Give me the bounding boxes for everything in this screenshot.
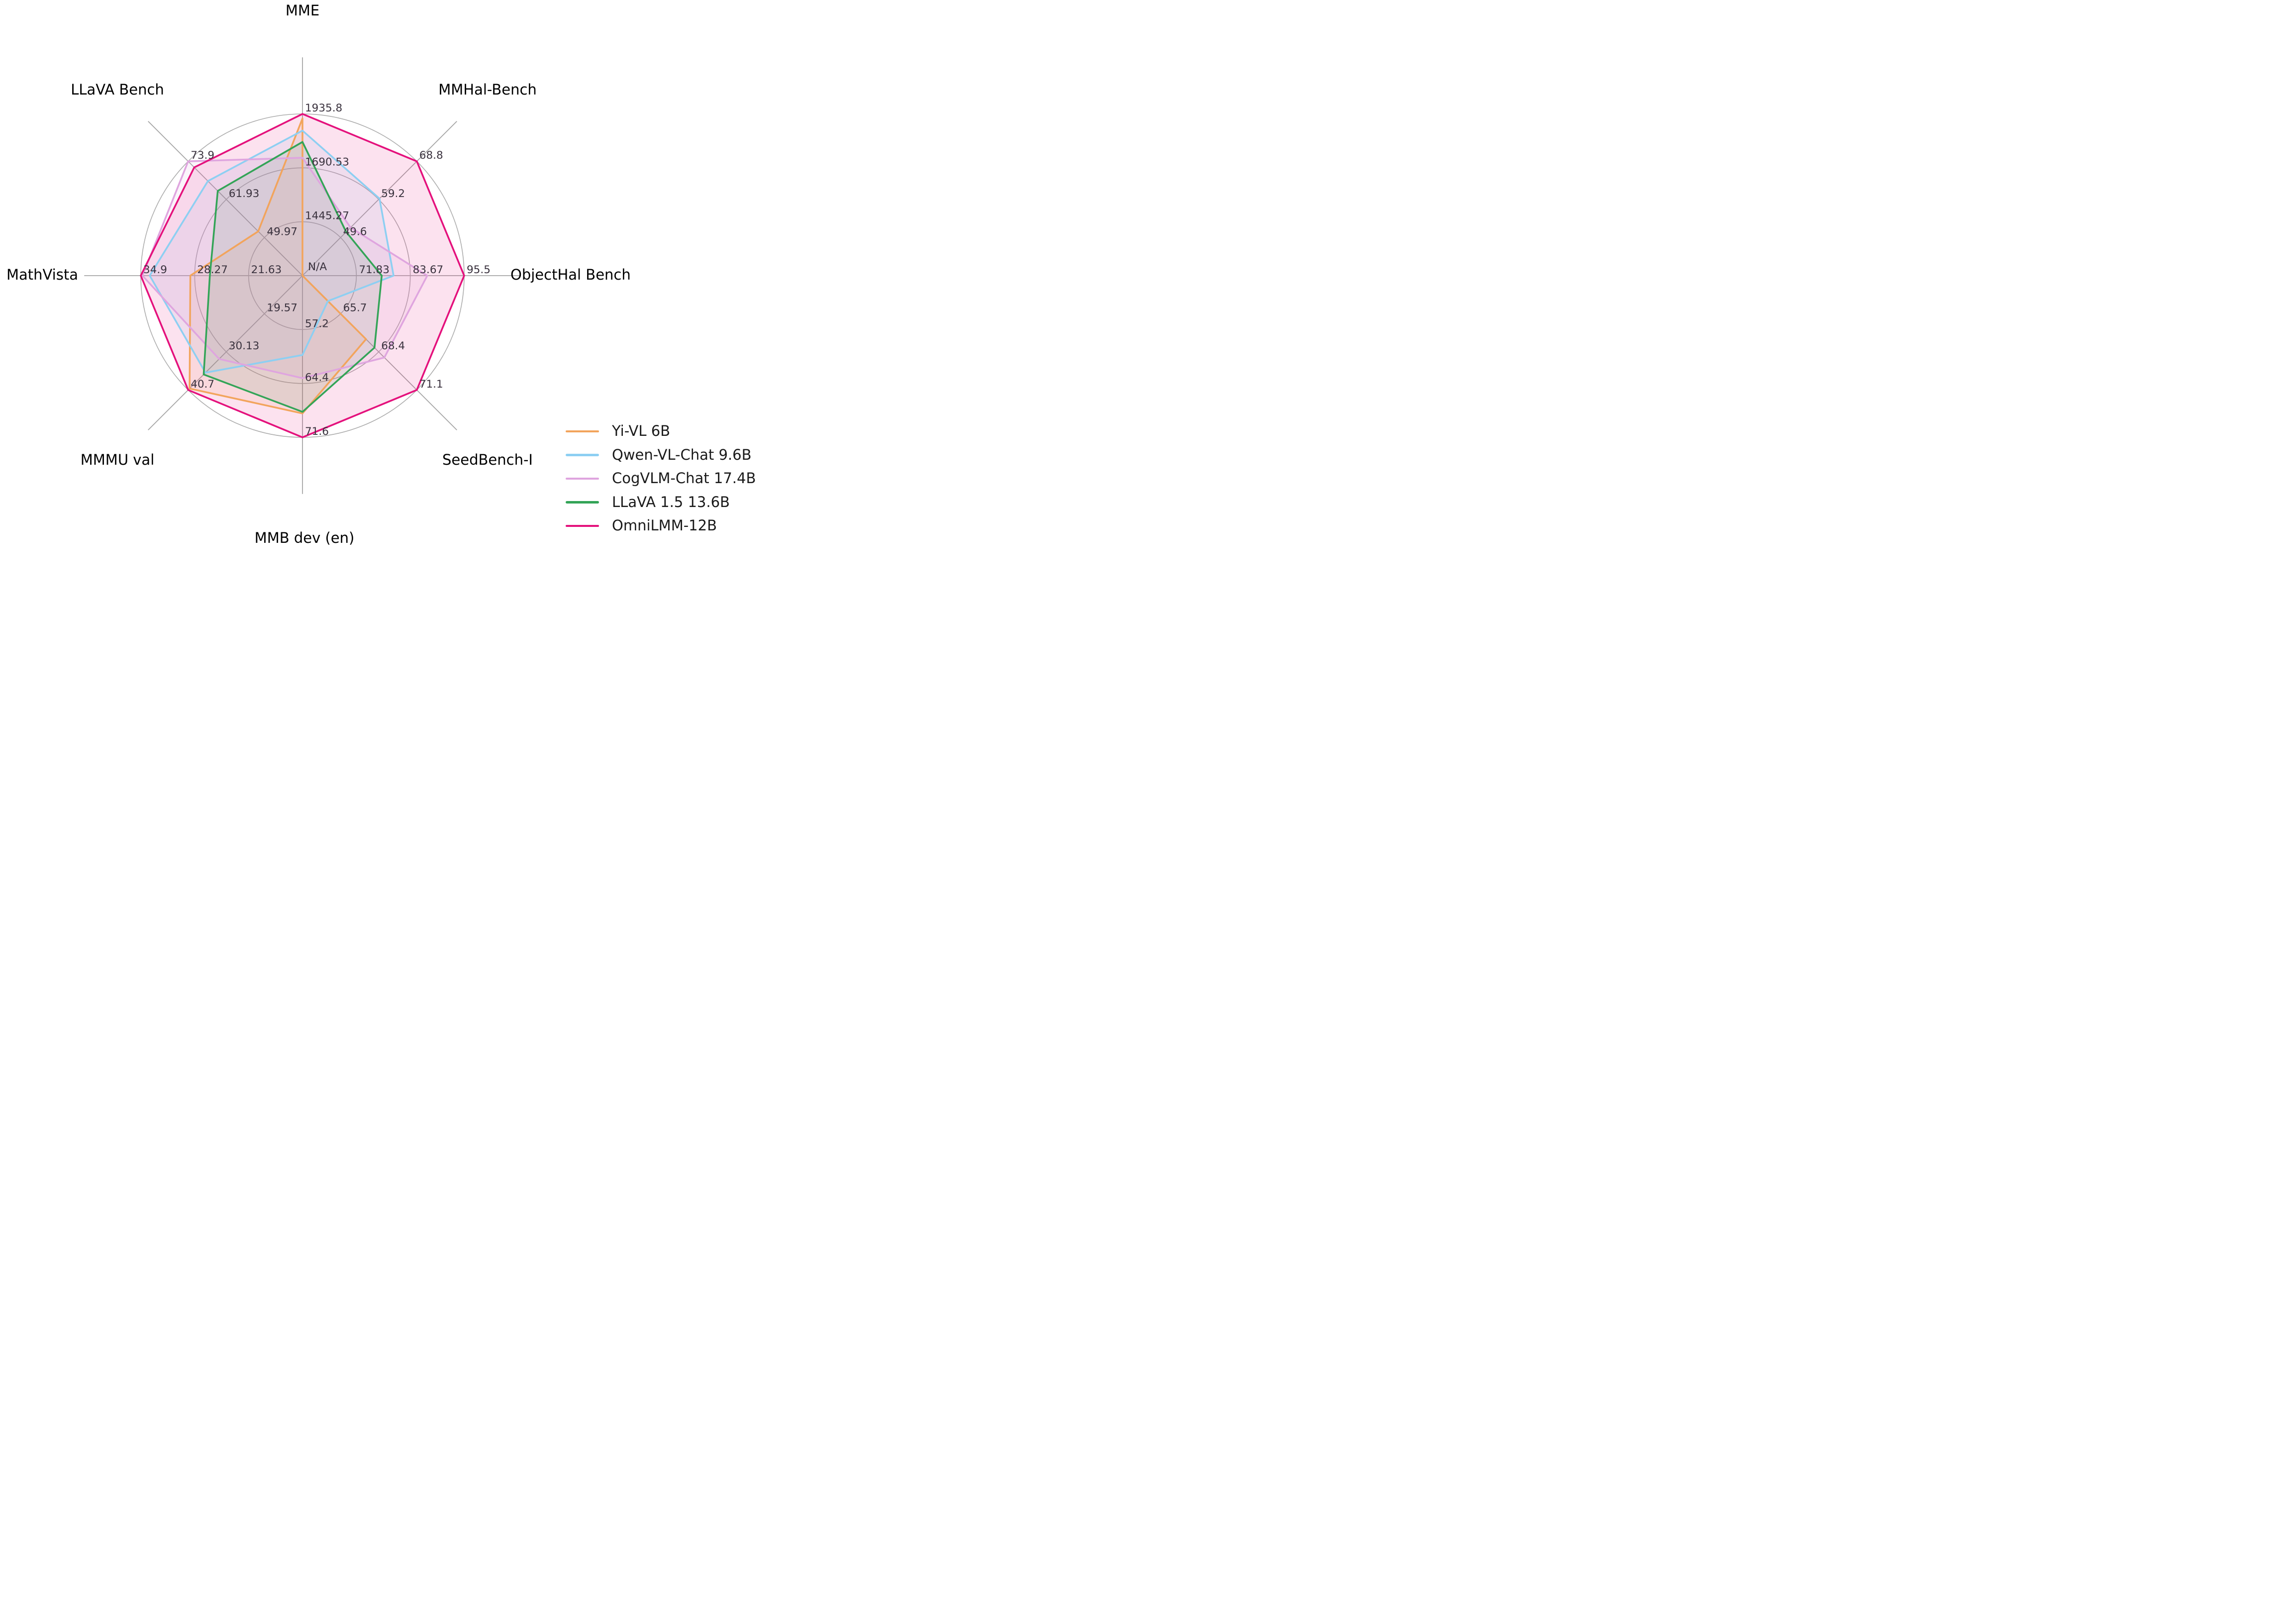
tick-label-MMMU val: 30.13: [229, 340, 260, 352]
tick-label-MathVista: 34.9: [143, 264, 167, 276]
tick-label-SeedBench-I: 71.1: [419, 378, 443, 391]
tick-label-MME: 1935.8: [305, 102, 342, 114]
tick-label-MMHal-Bench: 49.6: [343, 225, 367, 238]
tick-label-ObjectHal Bench: 71.83: [359, 264, 390, 276]
tick-label-SeedBench-I: 65.7: [343, 302, 367, 314]
legend-line-swatch: [566, 501, 599, 504]
tick-label-LLaVA Bench: 49.97: [267, 225, 298, 238]
center-na-label: N/A: [308, 261, 327, 273]
axis-title-LLaVA Bench: LLaVA Bench: [71, 81, 164, 98]
legend-line-swatch: [566, 430, 599, 432]
legend-item: Yi-VL 6B: [566, 419, 756, 443]
tick-label-LLaVA Bench: 61.93: [229, 188, 260, 200]
legend-item: LLaVA 1.5 13.6B: [566, 491, 756, 514]
series-line-CogVLM-Chat 17.4B: [141, 157, 428, 379]
axis-spoke: [148, 121, 303, 276]
radar-chart: 1445.27 1690.53 1935.8 49.6 59.2 68.8 71.83 83.…: [6, 2, 631, 546]
series-fill-Yi-VL 6B: [190, 118, 366, 413]
axis-title-ObjectHal Bench: ObjectHal Bench: [510, 266, 631, 283]
series-line-Yi-VL 6B: [189, 117, 367, 414]
axis-title-SeedBench-I: SeedBench-I: [442, 451, 533, 468]
legend-line-swatch: [566, 524, 599, 527]
axis-title-MMMU val: MMMU val: [81, 451, 155, 468]
series-fill-CogVLM-Chat 17.4B: [142, 158, 427, 379]
tick-label-MMB dev (en): 64.4: [305, 372, 329, 384]
series-fills: [141, 114, 464, 437]
series-line-OmniLMM-12B: [140, 113, 465, 438]
tick-label-MME: 1690.53: [305, 156, 349, 168]
legend-item: OmniLMM-12B: [566, 514, 756, 538]
tick-labels: 1445.27 1690.53 1935.8 49.6 59.2 68.8 71.83 83.…: [143, 102, 491, 438]
axis-title-MME: MME: [286, 2, 319, 19]
tick-label-LLaVA Bench: 73.9: [191, 149, 214, 162]
legend-label: LLaVA 1.5 13.6B: [612, 493, 730, 510]
tick-label-ObjectHal Bench: 95.5: [467, 264, 491, 276]
tick-label-MathVista: 21.63: [251, 264, 282, 276]
axis-titles: MME MMHal-Bench ObjectHal Bench SeedBench-I…: [6, 2, 631, 546]
legend-line-swatch: [566, 477, 599, 480]
series-outlines: [140, 113, 465, 438]
legend-label: OmniLMM-12B: [612, 517, 717, 534]
tick-label-ObjectHal Bench: 83.67: [413, 264, 444, 276]
tick-label-MMMU val: 19.57: [267, 302, 298, 314]
axis-title-MMB dev (en): MMB dev (en): [255, 529, 355, 546]
legend: Yi-VL 6B Qwen-VL-Chat 9.6B CogVLM-Chat 1…: [566, 419, 756, 538]
axis-title-MMHal-Bench: MMHal-Bench: [438, 81, 537, 98]
series-line-LLaVA 1.5 13.6B: [202, 141, 383, 413]
tick-label-MMB dev (en): 71.6: [305, 425, 329, 438]
series-fill-LLaVA 1.5 13.6B: [203, 142, 382, 412]
tick-label-SeedBench-I: 68.4: [381, 340, 405, 352]
tick-label-MMMU val: 40.7: [191, 378, 214, 391]
legend-item: CogVLM-Chat 17.4B: [566, 467, 756, 491]
axis-title-MathVista: MathVista: [6, 266, 78, 283]
legend-label: Qwen-VL-Chat 9.6B: [612, 446, 752, 463]
tick-label-MMHal-Bench: 68.8: [419, 149, 443, 162]
tick-label-MMHal-Bench: 59.2: [381, 188, 405, 200]
legend-line-swatch: [566, 454, 599, 456]
legend-label: CogVLM-Chat 17.4B: [612, 470, 756, 487]
tick-label-MathVista: 28.27: [197, 264, 228, 276]
tick-label-MME: 1445.27: [305, 210, 349, 222]
radar-figure: 1445.27 1690.53 1935.8 49.6 59.2 68.8 71.83 83.…: [0, 0, 780, 553]
series-line-Qwen-VL-Chat 9.6B: [149, 129, 395, 374]
legend-label: Yi-VL 6B: [612, 422, 671, 440]
legend-item: Qwen-VL-Chat 9.6B: [566, 443, 756, 467]
series-fill-Qwen-VL-Chat 9.6B: [150, 130, 394, 373]
tick-label-MMB dev (en): 57.2: [305, 317, 329, 330]
axis-spoke: [148, 275, 303, 430]
